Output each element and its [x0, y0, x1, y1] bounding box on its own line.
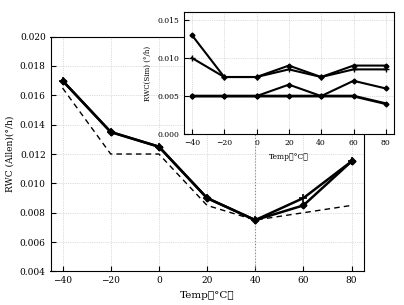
Y-axis label: RWC(Sim) (°/h): RWC(Sim) (°/h): [143, 46, 152, 101]
X-axis label: Temp（°C）: Temp（°C）: [269, 152, 309, 161]
X-axis label: Temp（°C）: Temp（°C）: [180, 291, 234, 300]
Y-axis label: RWC (Allen)(°/h): RWC (Allen)(°/h): [5, 116, 14, 192]
